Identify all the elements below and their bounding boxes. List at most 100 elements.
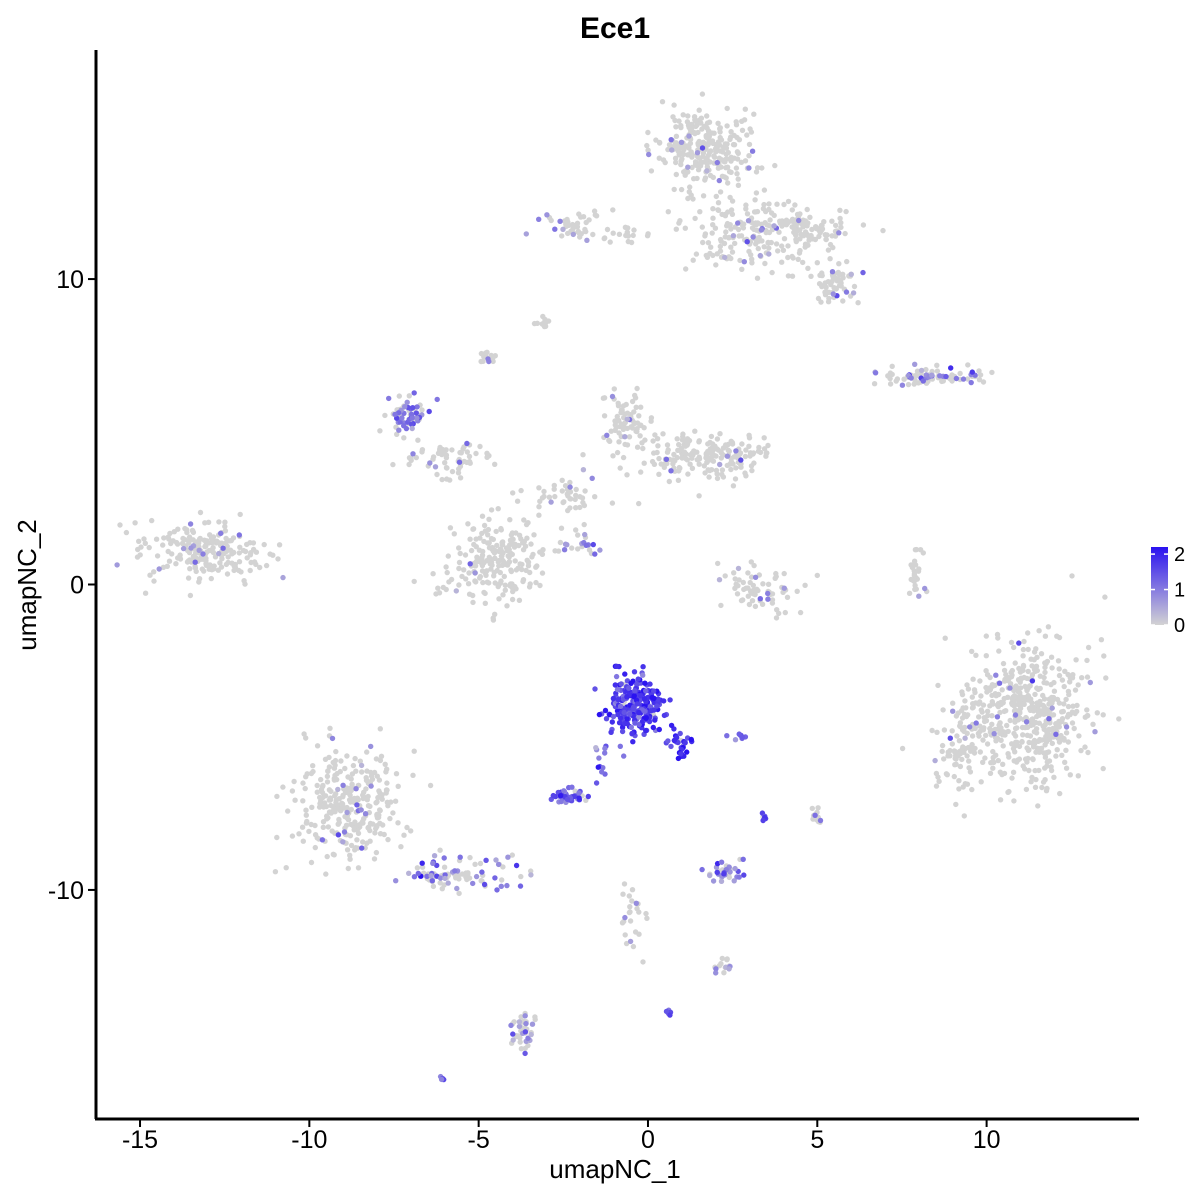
data-point (628, 724, 634, 730)
data-point (516, 1033, 522, 1039)
data-point (990, 758, 996, 765)
data-point (411, 390, 417, 396)
data-point (576, 795, 582, 801)
data-point (1035, 709, 1042, 715)
data-point (303, 807, 309, 813)
data-point (335, 786, 341, 793)
data-point (678, 751, 684, 757)
data-point (969, 733, 976, 739)
data-point (175, 526, 181, 532)
data-point (838, 220, 844, 226)
data-point (485, 356, 491, 362)
data-point (236, 559, 243, 565)
data-point (443, 586, 449, 593)
data-point (676, 468, 682, 474)
data-point (1085, 749, 1091, 756)
data-point (607, 438, 613, 444)
data-point (804, 206, 810, 213)
data-point (237, 544, 243, 550)
data-point (569, 784, 575, 790)
data-point (484, 568, 490, 574)
data-point (613, 673, 620, 680)
data-point (635, 676, 641, 682)
data-point (138, 544, 144, 550)
data-point (789, 273, 796, 279)
data-point (693, 251, 700, 257)
data-point (363, 786, 369, 792)
data-point (142, 590, 149, 596)
data-point (822, 232, 828, 238)
data-point (1012, 712, 1019, 718)
data-point (772, 162, 778, 169)
data-point (319, 789, 326, 796)
data-point (643, 910, 649, 917)
data-point (1022, 697, 1028, 703)
data-point (382, 412, 388, 419)
data-point (964, 682, 970, 688)
data-point (976, 714, 982, 720)
data-point (760, 817, 766, 824)
data-point (690, 196, 696, 202)
data-point (218, 530, 224, 536)
data-point (347, 852, 353, 858)
data-point (755, 448, 762, 454)
colorbar-tick-label: 0 (1174, 615, 1185, 637)
data-point (577, 504, 583, 511)
data-point (1016, 640, 1022, 646)
data-point (1029, 678, 1036, 684)
data-point (624, 410, 631, 416)
data-point (599, 769, 605, 775)
data-point (673, 124, 679, 130)
data-point (616, 439, 622, 445)
data-point (1054, 633, 1060, 639)
data-point (622, 671, 628, 677)
data-point (800, 217, 806, 223)
data-point (593, 745, 599, 751)
data-point (381, 831, 387, 838)
data-point (950, 708, 956, 714)
data-point (1042, 754, 1049, 760)
data-point (999, 687, 1005, 693)
data-point (1017, 696, 1023, 702)
data-point (430, 571, 436, 577)
data-point (626, 909, 633, 916)
data-point (760, 206, 767, 212)
data-point (626, 893, 632, 899)
data-point (378, 753, 385, 759)
data-point (1056, 672, 1063, 679)
data-point (484, 579, 490, 585)
data-point (461, 567, 467, 573)
data-point (697, 209, 703, 215)
data-point (485, 532, 491, 538)
data-point (578, 214, 584, 220)
data-point (1038, 651, 1045, 657)
data-point (652, 717, 658, 723)
data-point (1016, 685, 1022, 691)
data-point (1007, 717, 1013, 724)
data-point (952, 755, 958, 762)
data-point (1018, 676, 1024, 682)
data-point (739, 266, 745, 272)
data-point (177, 554, 183, 560)
data-point (940, 707, 946, 713)
data-point (453, 588, 459, 594)
data-point (426, 408, 432, 415)
data-point (312, 844, 318, 851)
data-point (366, 824, 372, 830)
data-point (632, 392, 638, 399)
data-point (665, 209, 671, 215)
data-point (492, 461, 498, 467)
data-point (1066, 691, 1072, 698)
data-point (741, 117, 748, 123)
data-point (507, 542, 513, 548)
data-point (1035, 803, 1041, 809)
data-point (714, 869, 720, 875)
data-point (765, 581, 772, 587)
data-point (843, 208, 849, 215)
data-point (481, 881, 488, 888)
data-point (647, 681, 653, 687)
data-point (409, 425, 415, 432)
data-point (844, 258, 850, 265)
data-point (208, 535, 215, 541)
data-point (722, 213, 729, 219)
